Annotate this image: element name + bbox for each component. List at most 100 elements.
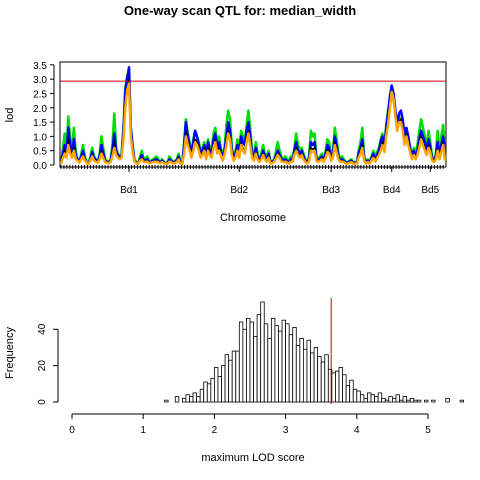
histogram-x-tick-label: 5: [425, 425, 431, 436]
histogram-bar: [310, 352, 315, 403]
histogram-bar: [206, 383, 212, 403]
histogram-x-tick-label: 4: [354, 425, 360, 436]
histogram-bar: [388, 396, 393, 403]
chart-title: One-way scan QTL for: median_width: [124, 3, 356, 18]
histogram-bar: [331, 372, 336, 403]
lod-y-tick-label: 1.5: [33, 118, 47, 129]
histogram-bar: [349, 379, 354, 403]
histogram-bar: [292, 327, 297, 403]
histogram-bar: [359, 394, 365, 403]
histogram-bar: [381, 397, 386, 403]
chromosome-label: Bd3: [322, 185, 340, 196]
chromosome-labels: Bd1 Bd2 Bd3 Bd4 Bd5: [120, 167, 440, 196]
histogram-bar: [295, 345, 301, 403]
histogram-bar: [459, 399, 465, 403]
histogram-bar: [246, 317, 251, 403]
histogram-y-tick-label: 40: [37, 323, 48, 335]
lod-series-group: [59, 65, 447, 166]
histogram-bar: [370, 394, 376, 403]
histogram-bar: [345, 385, 351, 403]
permutation-histogram-panel: 0 1 2 3 4 5 0 20 40 maximum LOD score Frequency: [4, 298, 465, 464]
lod-y-tick-label: 3.5: [33, 61, 47, 72]
histogram-bar: [267, 337, 272, 403]
histogram-x-tick-label: 2: [212, 425, 218, 436]
histogram-bar: [377, 392, 383, 403]
histogram-bar: [409, 397, 415, 403]
histogram-bar: [235, 350, 240, 403]
histogram-bar: [352, 388, 358, 403]
lod-series-line: [59, 82, 447, 166]
histogram-bar: [445, 397, 450, 403]
histogram-bar: [320, 361, 326, 403]
histogram-bar: [189, 396, 194, 403]
histogram-bar: [431, 399, 436, 403]
histogram-bar: [313, 347, 319, 403]
lod-plot-frame: [59, 61, 447, 168]
histogram-bar: [281, 319, 287, 403]
histogram-x-axis-label: maximum LOD score: [201, 452, 304, 464]
histogram-bars: [164, 301, 465, 403]
lod-y-axis-label: lod: [4, 108, 16, 123]
histogram-bar: [253, 336, 258, 403]
histogram-bar: [395, 394, 400, 403]
histogram-bar: [199, 388, 205, 403]
histogram-bar: [203, 381, 208, 403]
chromosome-label: Bd5: [421, 185, 439, 196]
histogram-bar: [231, 350, 237, 403]
histogram-bar: [260, 301, 265, 403]
histogram-bar: [210, 377, 215, 403]
histogram-x-tick-label: 3: [283, 425, 289, 436]
histogram-bar: [221, 365, 226, 403]
lod-y-tick-label: 0.5: [33, 147, 47, 158]
histogram-bar: [270, 317, 276, 403]
histogram-bar: [342, 374, 347, 403]
lod-y-tick-label: 1.0: [33, 132, 47, 143]
histogram-bar: [424, 399, 429, 403]
histogram-bar: [306, 339, 311, 403]
lod-y-tick-label: 3.0: [33, 75, 47, 86]
histogram-bar: [302, 348, 308, 403]
histogram-axes: 0 1 2 3 4 5 0 20 40: [37, 323, 431, 436]
histogram-bar: [324, 354, 329, 403]
histogram-bar: [285, 323, 290, 403]
histogram-bar: [242, 328, 247, 403]
histogram-bar: [288, 334, 294, 403]
lod-y-tick-label: 2.0: [33, 104, 47, 115]
histogram-bar: [213, 367, 219, 403]
histogram-bar: [224, 354, 230, 403]
histogram-bar: [196, 396, 201, 403]
lod-y-tick-label: 2.5: [33, 89, 47, 100]
histogram-x-tick-label: 1: [140, 425, 146, 436]
histogram-bar: [263, 323, 269, 403]
lod-y-axis: 0.0 0.5 1.0 1.5 2.0 2.5 3.0 3.5: [33, 61, 55, 172]
histogram-bar: [384, 399, 390, 403]
chromosome-label: Bd2: [230, 185, 248, 196]
histogram-bar: [217, 376, 222, 403]
histogram-bar: [367, 392, 372, 403]
histogram-bar: [402, 396, 408, 403]
histogram-bar: [181, 397, 187, 403]
histogram-bar: [356, 390, 361, 403]
histogram-x-tick-label: 0: [69, 425, 75, 436]
lod-scan-panel: 0.0 0.5 1.0 1.5 2.0 2.5 3.0 3.5 Bd1 Bd2 Bd3 Bd4 Bd5…: [4, 61, 447, 224]
chromosome-label: Bd1: [120, 185, 138, 196]
histogram-y-axis-label: Frequency: [4, 327, 16, 379]
histogram-y-tick-label: 0: [37, 399, 48, 405]
histogram-bar: [256, 314, 262, 403]
histogram-bar: [335, 370, 340, 403]
histogram-bar: [391, 397, 397, 403]
histogram-bar: [299, 337, 304, 403]
lod-y-tick-label: 0.0: [33, 161, 47, 172]
histogram-bar: [238, 321, 244, 403]
histogram-bar: [185, 394, 190, 403]
histogram-bar: [413, 399, 418, 403]
histogram-bar: [192, 392, 197, 403]
histogram-bar: [374, 396, 379, 403]
histogram-bar: [228, 359, 233, 403]
chromosome-label: Bd4: [383, 185, 401, 196]
histogram-bar: [249, 321, 254, 403]
histogram-bar: [164, 399, 169, 403]
lod-x-axis-label: Chromosome: [220, 212, 286, 224]
histogram-bar: [338, 367, 343, 403]
